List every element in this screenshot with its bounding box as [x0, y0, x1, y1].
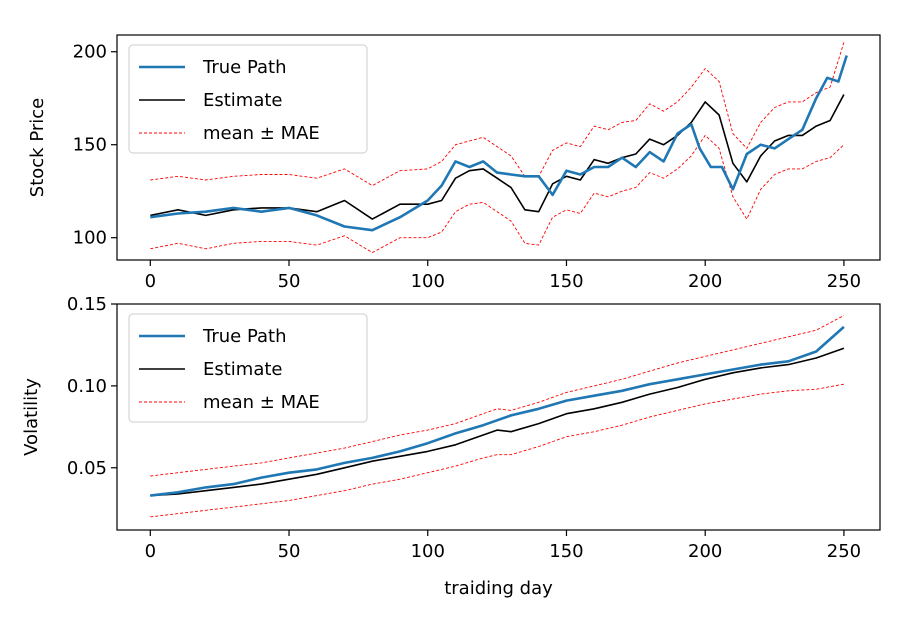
volatility-x-tick-label: 0 [145, 541, 156, 562]
stock-price-x-tick-label: 0 [145, 271, 156, 292]
stock-price-panel: 0 50 100 150 200 250 100 150 200 Stock Price True … [27, 34, 881, 292]
volatility-y-tick-label: 0.10 [67, 376, 107, 397]
stock-price-x-tick-label: 250 [827, 271, 861, 292]
volatility-x-tick-label: 200 [688, 541, 722, 562]
volatility-legend-mae-label: mean ± MAE [203, 392, 320, 413]
volatility-legend-true-path-label: True Path [202, 326, 287, 347]
stock-price-x-tick-label: 100 [411, 271, 445, 292]
volatility-mae-lower-band-line [150, 383, 844, 518]
volatility-x-axis-label: traiding day [444, 578, 553, 599]
volatility-mae-upper-band-line [150, 315, 845, 477]
volatility-legend-estimate-label: Estimate [203, 359, 283, 380]
volatility-x-tick-label: 150 [549, 541, 583, 562]
volatility-panel: 0 50 100 150 200 250 0.05 0.10 0.15 Volatility tra… [21, 294, 881, 599]
stock-price-x-tick-label: 150 [549, 271, 583, 292]
volatility-x-tick-label: 50 [278, 541, 301, 562]
volatility-y-tick-label: 0.05 [67, 458, 107, 479]
stock-price-plot-frame [116, 34, 881, 261]
stock-price-y-axis-label: Stock Price [27, 98, 48, 197]
volatility-true-path-line [150, 325, 845, 497]
stock-price-estimate-line [150, 94, 845, 220]
volatility-y-axis-label: Volatility [21, 378, 42, 456]
volatility-y-tick-label: 0.15 [67, 294, 107, 315]
volatility-estimate-line [150, 347, 845, 497]
volatility-x-tick-label: 100 [411, 541, 445, 562]
stock-price-legend [128, 44, 368, 154]
stock-price-mae-upper-band-line [150, 42, 845, 187]
volatility-legend [128, 313, 368, 423]
stock-price-y-tick-label: 200 [73, 42, 107, 63]
stock-price-mae-lower-band-line [150, 134, 845, 254]
volatility-x-tick-label: 250 [827, 541, 861, 562]
volatility-plot-frame [116, 303, 881, 531]
stock-price-legend-true-path-label: True Path [202, 57, 287, 78]
stock-price-legend-mae-label: mean ± MAE [203, 123, 320, 144]
stock-price-x-tick-label: 200 [688, 271, 722, 292]
stock-price-true-path-line [150, 55, 848, 232]
stock-price-y-tick-label: 150 [73, 135, 107, 156]
stock-price-x-tick-label: 50 [278, 271, 301, 292]
stock-price-y-tick-label: 100 [73, 228, 107, 249]
stock-price-legend-estimate-label: Estimate [203, 90, 283, 111]
